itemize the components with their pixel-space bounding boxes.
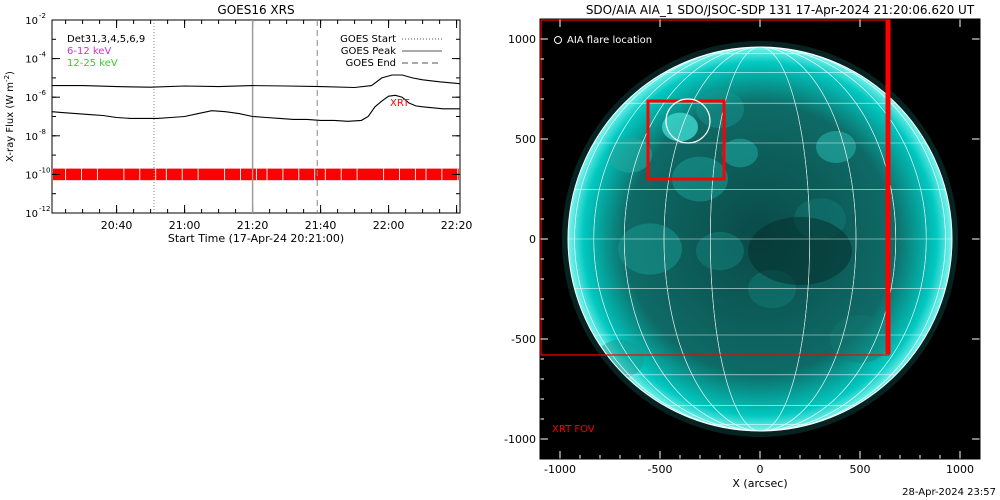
legend-circle-symbol bbox=[554, 36, 562, 44]
aia-y-tick-label: 0 bbox=[529, 233, 536, 246]
aia-frame bbox=[539, 18, 981, 460]
y-tick-label: 10 bbox=[25, 170, 38, 181]
aia-legend-text: AIA flare location bbox=[567, 35, 652, 46]
x-tick-label: 22:20 bbox=[441, 219, 473, 232]
sun-bright-region bbox=[816, 131, 856, 163]
xrt-band bbox=[53, 168, 459, 181]
y-tick-sup: -8 bbox=[39, 128, 46, 136]
y-tick-sup: -2 bbox=[39, 12, 46, 20]
y-tick-sup: -4 bbox=[39, 51, 47, 59]
sun-bright-region bbox=[696, 89, 744, 129]
sun-coronal-hole bbox=[748, 217, 852, 285]
xrt-annotation: XRT bbox=[390, 98, 410, 109]
sun-features bbox=[596, 89, 890, 379]
longitude-line bbox=[574, 47, 946, 431]
flare-circle bbox=[665, 98, 711, 144]
x-tick-label: 21:00 bbox=[169, 219, 201, 232]
y-tick-label: 10 bbox=[25, 132, 38, 143]
legend-left-entry: Det31,3,4,5,6,9 bbox=[67, 34, 145, 45]
aia-y-tick-label: 500 bbox=[515, 133, 536, 146]
y-tick-label: 10 bbox=[25, 16, 38, 27]
aia-x-tick-label: 1000 bbox=[946, 463, 974, 476]
legend-right-entry: GOES End bbox=[346, 58, 396, 69]
longitude-line bbox=[593, 47, 927, 431]
x-tick-label: 20:40 bbox=[101, 219, 133, 232]
legend-left-entry: 12-25 keV bbox=[67, 58, 118, 69]
y-tick-label: 10 bbox=[25, 209, 38, 220]
aia-x-tick-label: 500 bbox=[850, 463, 871, 476]
sun-bright-region bbox=[722, 138, 758, 168]
longitude-line bbox=[663, 47, 857, 431]
aia-y-tick-label: 1000 bbox=[508, 33, 536, 46]
aia-x-tick-label: -500 bbox=[648, 463, 673, 476]
series-line-short bbox=[51, 94, 460, 122]
x-tick-label: 21:40 bbox=[305, 219, 337, 232]
series-line-long bbox=[52, 74, 461, 89]
sun-bright-region bbox=[618, 223, 682, 275]
sun-bright-region bbox=[696, 231, 744, 271]
footer-timestamp: 28-Apr-2024 23:57 bbox=[902, 487, 996, 498]
flare-box bbox=[646, 99, 726, 181]
y-tick-label: 10 bbox=[25, 55, 38, 66]
helio-grid bbox=[568, 47, 952, 431]
aia-x-tick-label: -1000 bbox=[544, 463, 576, 476]
x-tick-label: 21:20 bbox=[237, 219, 269, 232]
sun-bright-region bbox=[830, 315, 890, 363]
aia-x-axis-label: X (arcsec) bbox=[732, 477, 787, 490]
y-axis-label: X-ray Flux (W m-2) bbox=[3, 71, 16, 162]
longitude-line bbox=[623, 47, 897, 431]
xrt-fov-label: XRT FOV bbox=[552, 424, 595, 435]
x-axis-label: Start Time (17-Apr-24 20:21:00) bbox=[168, 232, 344, 245]
x-tick-label: 22:00 bbox=[373, 219, 405, 232]
y-tick-label: 10 bbox=[25, 93, 38, 104]
y-tick-sup: -10 bbox=[39, 166, 50, 174]
legend-right-entry: GOES Start bbox=[340, 34, 396, 45]
aia-x-tick-label: 0 bbox=[757, 463, 764, 476]
aia-y-tick-label: -500 bbox=[511, 333, 536, 346]
legend-left-entry: 6-12 keV bbox=[67, 46, 111, 57]
longitude-line bbox=[710, 47, 810, 431]
legend-right-entry: GOES Peak bbox=[341, 46, 396, 57]
y-tick-sup: -6 bbox=[39, 89, 47, 97]
aia-image-chart: SDO/AIA AIA_1 SDO/JSOC-SDP 131 17-Apr-20… bbox=[504, 3, 981, 490]
y-tick-sup: -12 bbox=[39, 205, 50, 213]
chart-title: GOES16 XRS bbox=[217, 3, 294, 17]
aia-y-tick-label: -1000 bbox=[504, 433, 536, 446]
sun-bright-region bbox=[608, 137, 652, 173]
aia-title: SDO/AIA AIA_1 SDO/JSOC-SDP 131 17-Apr-20… bbox=[586, 3, 975, 17]
sun-limb bbox=[567, 46, 953, 432]
